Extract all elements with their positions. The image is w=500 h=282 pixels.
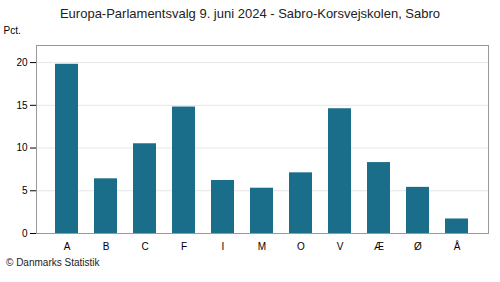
svg-text:Pct.: Pct. xyxy=(4,25,21,36)
svg-text:20: 20 xyxy=(16,57,28,68)
html-text:© Danmarks Statistik: © Danmarks Statistik xyxy=(6,257,100,268)
svg-text:10: 10 xyxy=(16,142,28,153)
html-text:Europa-Parlamentsvalg 9. juni: Europa-Parlamentsvalg 9. juni 2024 - Sab… xyxy=(60,6,440,21)
svg-text:F: F xyxy=(181,241,187,252)
svg-text:V: V xyxy=(337,241,344,252)
svg-text:O: O xyxy=(297,241,305,252)
svg-text:C: C xyxy=(141,241,148,252)
svg-text:A: A xyxy=(64,241,71,252)
svg-text:0: 0 xyxy=(22,228,28,239)
svg-text:I: I xyxy=(222,241,225,252)
svg-text:M: M xyxy=(258,241,266,252)
svg-text:B: B xyxy=(103,241,110,252)
svg-text:5: 5 xyxy=(22,185,28,196)
svg-text:15: 15 xyxy=(16,100,28,111)
svg-text:Æ: Æ xyxy=(374,241,384,252)
svg-text:Å: Å xyxy=(454,240,461,252)
svg-text:Ø: Ø xyxy=(414,241,422,252)
